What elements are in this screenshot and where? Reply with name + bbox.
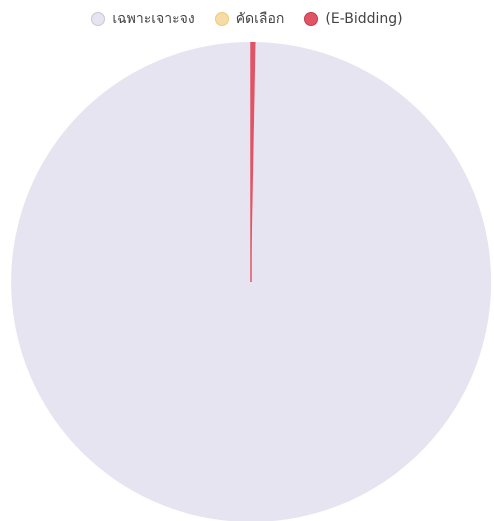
legend-label-selection: คัดเลือก — [235, 11, 285, 27]
legend-label-e-bidding: (E-Bidding) — [325, 11, 403, 27]
legend-swatch-e-bidding — [304, 12, 319, 26]
legend-swatch-selection — [214, 12, 229, 26]
legend-item-e-bidding[interactable]: (E-Bidding) — [304, 11, 403, 27]
legend-item-specific[interactable]: เฉพาะเจาะจง — [91, 8, 195, 30]
chart-legend: เฉพาะเจาะจง คัดเลือก (E-Bidding) — [0, 8, 494, 30]
legend-label-specific: เฉพาะเจาะจง — [112, 11, 195, 27]
legend-item-selection[interactable]: คัดเลือก — [214, 8, 285, 30]
pie-slice-e-bidding[interactable] — [251, 41, 256, 283]
legend-swatch-specific — [91, 12, 106, 26]
